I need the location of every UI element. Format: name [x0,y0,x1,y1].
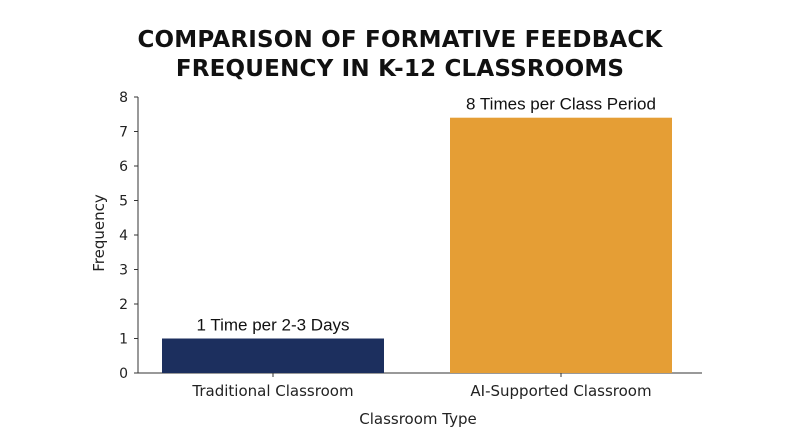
data-label: 1 Time per 2-3 Days [196,316,349,335]
bar [162,338,384,373]
bars: 1 Time per 2-3 Days 8 Times per Class Per… [162,95,672,373]
chart-title: COMPARISON OF FORMATIVE FEEDBACK FREQUEN… [0,26,800,84]
x-tick-label: Traditional Classroom [191,382,353,400]
y-tick-label: 8 [119,90,128,106]
axes: 0 1 2 3 4 5 6 7 8 Traditional Classroom AI-Support… [119,90,702,400]
y-axis-title: Frequency [90,194,108,272]
bar [450,117,672,373]
chart-title-line-2: FREQUENCY IN K-12 CLASSROOMS [175,56,625,82]
y-tick-label: 5 [119,194,128,210]
y-tick-label: 1 [119,332,128,348]
y-tick-label: 6 [119,159,128,175]
y-tick-label: 2 [119,297,128,313]
x-tick-label: AI-Supported Classroom [470,382,651,400]
y-tick-label: 0 [119,366,128,382]
x-axis-title: Classroom Type [359,410,477,428]
y-tick-label: 3 [119,263,128,279]
data-label: 8 Times per Class Period [466,95,656,114]
y-tick-label: 7 [119,125,128,141]
chart-title-line-1: COMPARISON OF FORMATIVE FEEDBACK [137,27,663,53]
y-tick-label: 4 [119,228,128,244]
